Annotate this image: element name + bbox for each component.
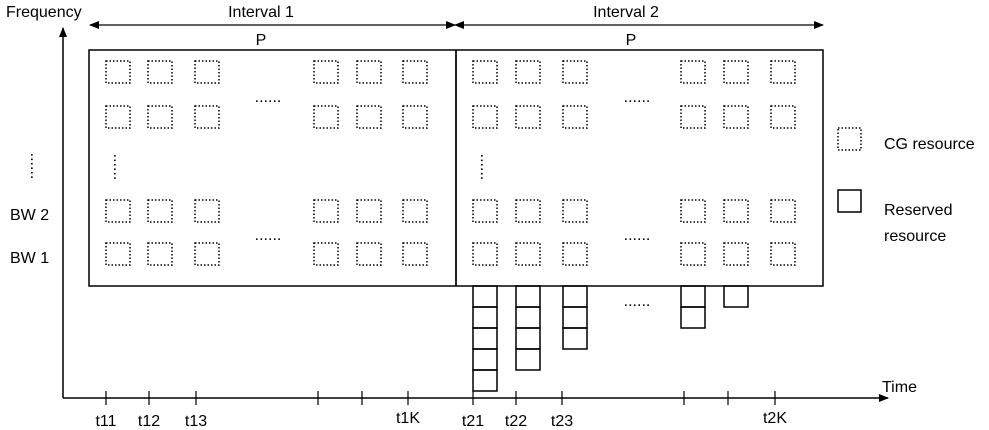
cg-resource-1 [402,60,428,84]
cg-resource-1 [402,242,428,266]
reserved-resource [515,327,541,350]
cg-resource-1 [313,242,339,266]
reserved-resource [472,306,498,329]
legend-reserved-label-line1: Reserved [884,202,952,219]
time-label-t1K: t1K [396,410,420,427]
cg-resource-2 [472,60,498,84]
ellipsis-bottom-1: ...... [255,227,282,244]
cg-resource-2 [770,60,796,84]
cg-resource-1 [105,60,131,84]
time-label-t21: t21 [462,413,484,430]
cg-resource-1 [147,242,173,266]
reserved-resource [515,285,541,308]
cg-resource-2 [515,60,541,84]
reserved-resource [472,327,498,350]
interval-1-label: Interval 1 [228,4,294,21]
dotted-square-icon [837,127,862,151]
cg-resource-1 [356,60,382,84]
cg-resource-1 [402,199,428,223]
cg-resource-1 [147,60,173,84]
time-label-t23: t23 [551,413,573,430]
reserved-resource [680,306,706,329]
cg-resource-2 [562,60,588,84]
solid-square-icon [837,189,862,213]
period-box-1 [88,49,457,287]
bw-1-label: BW 1 [10,250,49,267]
cg-resource-1 [105,242,131,266]
cg-resource-1 [147,105,173,129]
time-label-t22: t22 [505,413,527,430]
cg-resource-2 [515,242,541,266]
cg-resource-2 [770,242,796,266]
legend-reserved-label-line2: resource [884,228,946,245]
reserved-resource [472,348,498,371]
cg-resource-1 [356,105,382,129]
cg-resource-2 [562,242,588,266]
cg-resource-2 [723,60,749,84]
period-label-2: P [626,32,637,49]
cg-resource-2 [472,199,498,223]
cg-resource-2 [723,199,749,223]
interval-2-label: Interval 2 [593,4,659,21]
cg-resource-2 [515,105,541,129]
cg-resource-2 [723,242,749,266]
cg-resource-2 [472,242,498,266]
cg-resource-1 [194,105,220,129]
ellipsis-bottom-2: ...... [624,227,651,244]
vertical-ellipsis-bw: ...... [27,153,44,180]
cg-resource-2 [680,60,706,84]
cg-resource-2 [770,199,796,223]
cg-resource-1 [194,199,220,223]
reserved-resource [562,285,588,308]
reserved-resource [723,285,749,308]
reserved-resource [562,327,588,350]
ellipsis-top-2: ...... [624,89,651,106]
cg-resource-1 [356,242,382,266]
cg-resource-1 [402,105,428,129]
cg-resource-2 [515,199,541,223]
reserved-resources [472,285,749,392]
cg-resource-1 [147,199,173,223]
ellipsis-reserved: ...... [624,293,651,310]
cg-resource-2 [680,199,706,223]
cg-resource-2 [723,105,749,129]
time-label-t12: t12 [138,413,160,430]
reserved-resource [515,306,541,329]
ellipsis-top-1: ...... [255,89,282,106]
cg-resource-1 [313,105,339,129]
cg-resource-1 [313,60,339,84]
cg-resource-1 [105,105,131,129]
time-label-t13: t13 [185,413,207,430]
cg-resource-1 [313,199,339,223]
reserved-resource [562,306,588,329]
x-axis-label: Time [882,379,917,396]
cg-resource-2 [562,105,588,129]
period-label-1: P [256,32,267,49]
vertical-ellipsis-1: ...... [110,154,127,181]
cg-resource-2 [770,105,796,129]
reserved-resource [472,369,498,392]
reserved-resource [680,285,706,308]
cg-resource-2 [680,105,706,129]
cg-resource-1 [105,199,131,223]
cg-resource-1 [194,242,220,266]
reserved-resource [515,348,541,371]
cg-resource-1 [194,60,220,84]
cg-resource-2 [680,242,706,266]
bw-2-label: BW 2 [10,207,49,224]
legend-cg-label: CG resource [884,136,975,153]
time-label-t2K: t2K [763,410,787,427]
cg-resource-grid [105,60,796,266]
time-label-t11: t11 [95,413,116,430]
cg-resource-2 [562,199,588,223]
y-axis-label: Frequency [6,4,82,21]
reserved-resource [472,285,498,308]
vertical-ellipsis-2: ...... [477,154,494,181]
time-ticks [105,391,776,405]
cg-resource-1 [356,199,382,223]
cg-resource-2 [472,105,498,129]
period-box-2 [455,49,824,287]
